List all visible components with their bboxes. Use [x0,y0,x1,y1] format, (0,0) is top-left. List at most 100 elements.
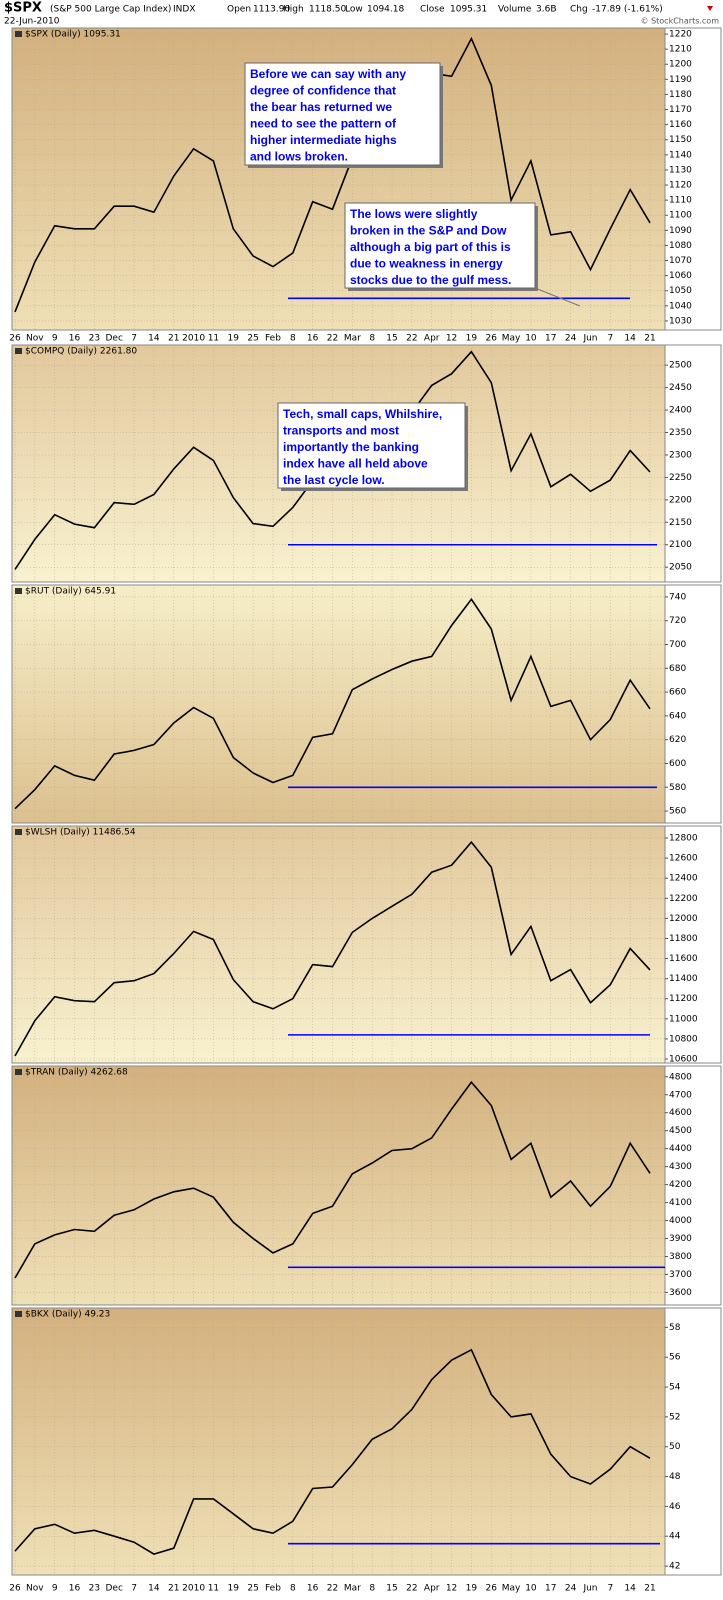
x-tick-label: 16 [69,1584,81,1594]
x-tick-label: 14 [148,1584,160,1594]
axis-background [664,1065,722,1306]
x-tick-label: 22 [406,1584,417,1594]
y-tick-label: 1190 [669,75,692,85]
y-tick-label: 2450 [669,383,692,393]
y-tick-label: 4300 [669,1162,692,1172]
y-tick-label: 1130 [669,165,692,175]
x-tick-label: Feb [265,1584,281,1594]
x-tick-label: 12 [446,1584,457,1594]
y-tick-label: 660 [669,688,686,698]
x-tick-label: 2010 [182,334,205,344]
quote-value: 1094.18 [367,5,404,15]
panel-title: $SPX (Daily) 1095.31 [25,30,121,40]
y-tick-label: 2050 [669,563,692,573]
title-icon [15,1311,22,1317]
y-tick-label: 4200 [669,1180,692,1190]
y-tick-label: 3900 [669,1234,692,1244]
y-tick-label: 12800 [669,834,698,844]
y-tick-label: 720 [669,616,686,626]
y-tick-label: 4600 [669,1108,692,1118]
axis-background [664,825,722,1064]
x-tick-label: 22 [406,334,417,344]
y-tick-label: 1140 [669,150,692,160]
x-tick-label: 21 [644,1584,655,1594]
panel-background [11,825,666,1064]
price-line [14,36,651,313]
y-tick-label: 4000 [669,1216,692,1226]
annotation-text: due to weakness in energy [350,257,503,271]
y-tick-label: 1210 [669,45,692,55]
x-tick-label: 26 [9,1584,21,1594]
title-icon [15,31,22,37]
x-tick-label: 17 [545,1584,556,1594]
y-tick-label: 11400 [669,974,698,984]
down-marker [707,6,713,11]
y-tick-label: 58 [669,1323,681,1333]
x-tick-label: Mar [344,1584,361,1594]
y-tick-label: 4800 [669,1072,692,1082]
title-icon [15,829,22,835]
quote-value: 1113.90 [253,5,290,15]
y-tick-label: 1030 [669,316,692,326]
x-tick-label: 8 [369,334,375,344]
panel-title: $TRAN (Daily) 4262.68 [25,1068,128,1078]
annotation-text: the bear has returned we [250,100,392,114]
y-tick-label: 700 [669,640,686,650]
panel-title: $BKX (Daily) 49.23 [25,1310,110,1320]
annotation-text: transports and most [283,424,399,438]
y-tick-label: 2350 [669,428,692,438]
x-tick-label: 23 [89,1584,100,1594]
y-tick-label: 11800 [669,934,698,944]
y-tick-label: 12600 [669,854,698,864]
annotation-text: degree of confidence that [250,84,396,98]
x-tick-label: Nov [26,334,44,344]
annotation-text: and lows broken. [250,150,348,164]
y-tick-label: 2500 [669,361,692,371]
annotation-text: higher intermediate highs [250,133,397,147]
annotation-text: Tech, small caps, Whilshire, [283,407,442,421]
x-tick-label: 7 [131,334,137,344]
y-tick-label: 1220 [669,30,692,40]
y-tick-label: 1200 [669,60,692,70]
x-tick-label: May [502,1584,521,1594]
x-tick-label: 8 [290,334,296,344]
x-tick-label: 7 [607,1584,613,1594]
x-tick-label: 22 [327,1584,338,1594]
y-tick-label: 48 [669,1472,681,1482]
x-tick-label: 25 [247,334,258,344]
quote-label: Open [227,5,251,15]
y-tick-label: 580 [669,783,686,793]
x-tick-label: Mar [344,334,361,344]
x-tick-label: 11 [208,334,219,344]
x-tick-label: 19 [466,334,478,344]
x-tick-label: 26 [486,1584,498,1594]
y-tick-label: 2250 [669,473,692,483]
x-tick-label: 22 [327,334,338,344]
annotation-box [344,202,536,289]
y-tick-label: 1080 [669,241,692,251]
y-tick-label: 2100 [669,540,692,550]
x-tick-label: 16 [69,334,81,344]
x-tick-label: 8 [290,1584,296,1594]
y-tick-label: 680 [669,664,686,674]
x-tick-label: 15 [386,334,397,344]
y-tick-label: 42 [669,1562,680,1572]
x-tick-label: 16 [307,334,319,344]
annotation-text: the last cycle low. [283,473,385,487]
x-tick-label: 19 [228,1584,240,1594]
y-tick-label: 1100 [669,211,692,221]
y-tick-label: 620 [669,735,686,745]
quote-value: 1118.50 [309,5,346,15]
y-tick-label: 10600 [669,1054,698,1064]
panel-title: $RUT (Daily) 645.91 [25,587,116,597]
annotation-text: Before we can say with any [250,67,406,81]
x-tick-label: 26 [486,334,498,344]
x-tick-label: 14 [624,334,636,344]
x-tick-label: 26 [9,334,21,344]
x-tick-label: 12 [446,334,457,344]
annotation-text: although a big part of this is [350,240,511,254]
y-tick-label: 1180 [669,90,692,100]
y-tick-label: 1060 [669,271,692,281]
y-tick-label: 1160 [669,120,692,130]
x-tick-label: 19 [466,1584,478,1594]
